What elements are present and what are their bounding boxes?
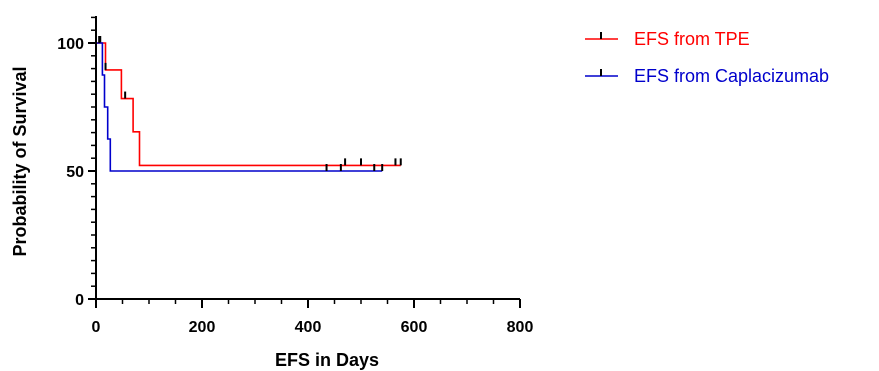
legend-label-1: EFS from Caplacizumab <box>634 66 829 86</box>
legend: EFS from TPE EFS from Caplacizumab <box>585 29 829 86</box>
axes-layer: 0 50 100 0 200 400 600 800 <box>57 16 533 336</box>
x-tick-label: 400 <box>295 319 322 336</box>
series-line-1 <box>96 42 383 172</box>
x-tick-label: 600 <box>401 319 428 336</box>
y-tick-label: 50 <box>66 164 84 181</box>
series-line-0 <box>96 42 401 167</box>
series-layer <box>96 36 402 172</box>
x-axis-title: EFS in Days <box>275 350 379 370</box>
x-tick-label: 200 <box>189 319 216 336</box>
x-tick-label: 800 <box>507 319 534 336</box>
y-tick-label: 100 <box>57 36 84 53</box>
y-tick-label: 0 <box>75 292 84 309</box>
y-axis-title: Probability of Survival <box>10 66 30 256</box>
x-tick-label: 0 <box>92 319 101 336</box>
legend-label-0: EFS from TPE <box>634 29 750 49</box>
